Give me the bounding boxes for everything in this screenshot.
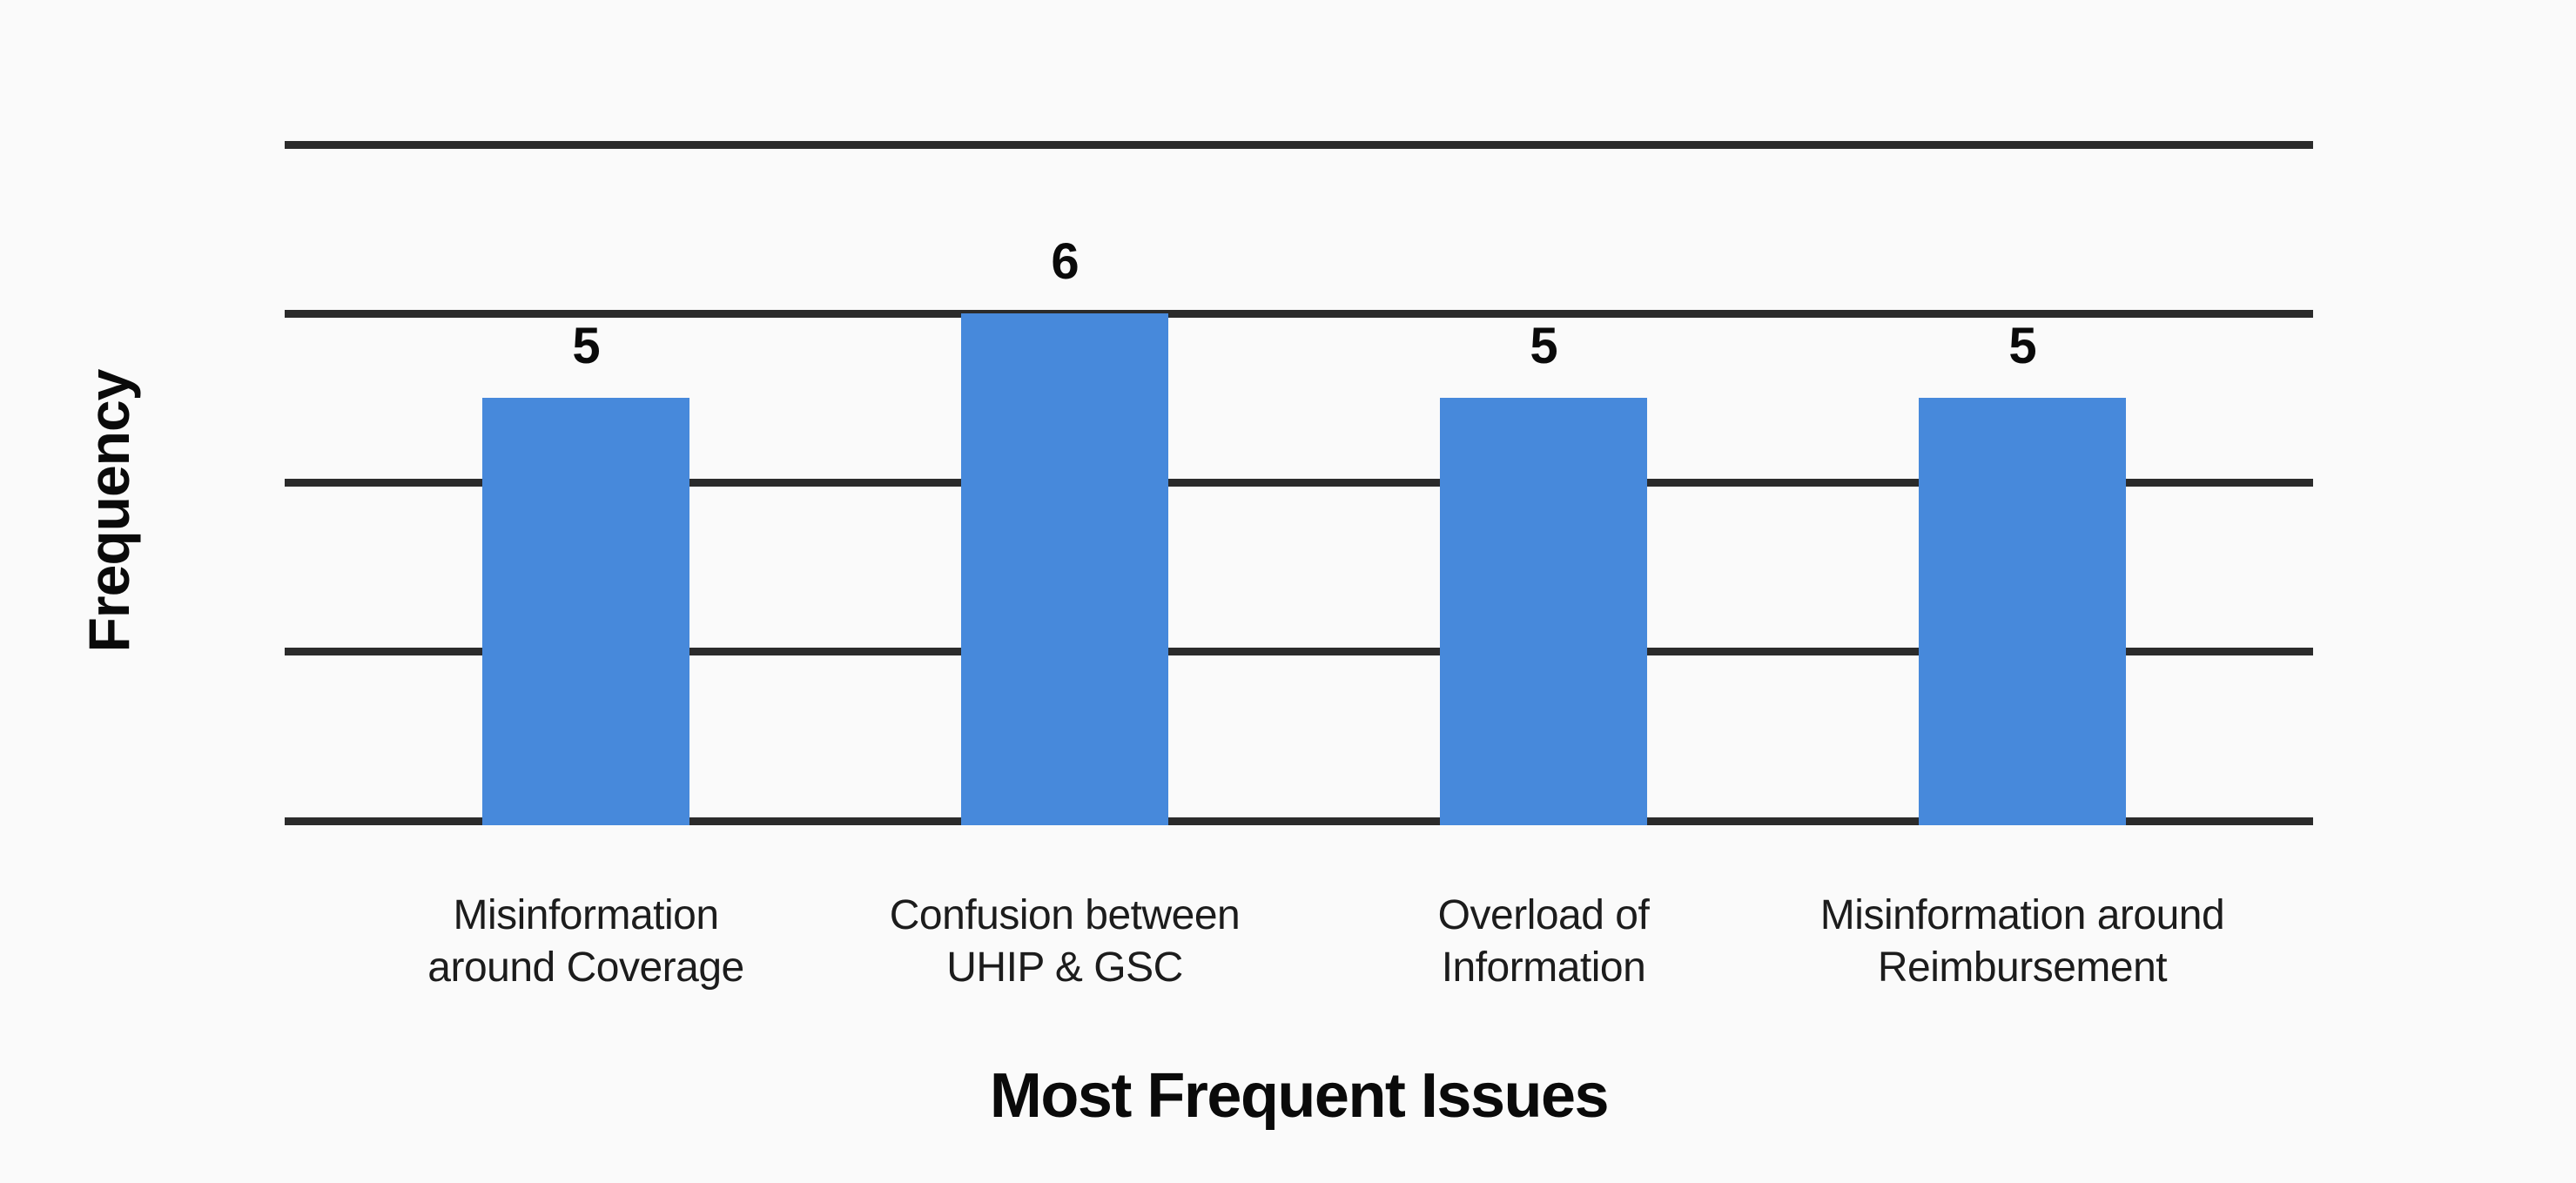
bar-value-label: 5 (572, 318, 600, 375)
gridline (285, 479, 2313, 487)
gridline (285, 309, 2313, 318)
category-label: Misinformation around Coverage (427, 892, 744, 991)
category-label: Overload of Information (1437, 892, 1650, 991)
gridline (285, 648, 2313, 656)
bar-value-label: 5 (1530, 318, 1557, 375)
plot-area (285, 140, 2313, 829)
bar (482, 398, 689, 825)
bar (1440, 398, 1647, 825)
bar-value-label: 5 (2008, 318, 2036, 375)
gridline (285, 817, 2313, 825)
bar (961, 313, 1168, 825)
bar-value-label: 6 (1051, 233, 1079, 291)
bar (1919, 398, 2126, 825)
y-axis-title: Frequency (77, 369, 141, 653)
x-axis-title: Most Frequent Issues (989, 1061, 1610, 1131)
category-label: Misinformation around Reimbursement (1819, 892, 2225, 991)
category-label: Confusion between UHIP & GSC (889, 892, 1241, 991)
gridline (285, 140, 2313, 149)
